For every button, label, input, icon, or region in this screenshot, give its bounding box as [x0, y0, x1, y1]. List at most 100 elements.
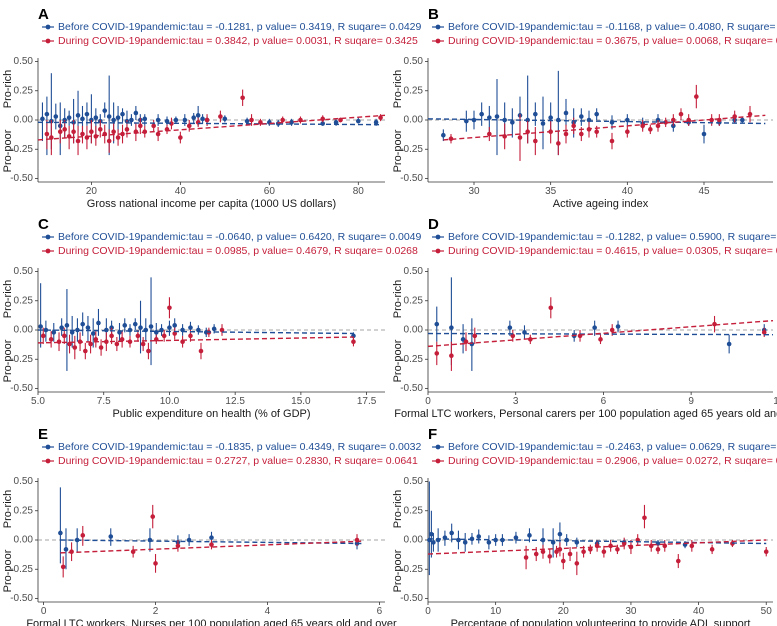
data-point	[671, 117, 676, 123]
data-point	[109, 333, 114, 339]
data-point	[533, 138, 538, 144]
data-point	[540, 121, 546, 126]
y-tick-label: -0.50	[10, 593, 33, 604]
data-point	[709, 547, 715, 552]
data-point	[615, 547, 620, 552]
data-point	[114, 341, 120, 347]
data-point	[378, 115, 383, 120]
trend-line-during	[427, 319, 774, 348]
data-point	[726, 341, 732, 347]
y-tick-label: 0.00	[14, 325, 34, 336]
x-tick-label: 40	[693, 606, 705, 617]
legend-entry-during: During COVID-19pandemic:tau = 0.2906, p …	[448, 455, 777, 467]
data-point	[148, 324, 154, 329]
x-tick-label: 30	[625, 606, 637, 617]
data-point	[88, 341, 93, 347]
data-point	[598, 337, 603, 342]
y-tick-label: -0.50	[400, 593, 423, 604]
series-during	[434, 297, 767, 371]
data-point	[43, 327, 49, 333]
data-point	[609, 138, 615, 144]
data-point	[44, 111, 50, 117]
data-point	[441, 132, 446, 138]
data-point	[84, 111, 90, 117]
x-tick-label: 6	[377, 606, 383, 617]
x-tick-label: 60	[264, 186, 276, 197]
x-tick-label: 0	[41, 606, 47, 617]
data-point	[747, 111, 753, 117]
data-point	[66, 115, 72, 120]
data-point	[195, 113, 201, 118]
data-point	[560, 558, 566, 564]
y-label-pro-rich: Pro-rich	[2, 490, 14, 529]
x-tick-label: 7.5	[97, 396, 111, 407]
data-point	[135, 333, 141, 339]
data-point	[761, 330, 767, 335]
data-point	[59, 325, 64, 330]
y-tick-label: 0.25	[404, 85, 424, 96]
data-point	[120, 111, 125, 117]
data-point	[75, 138, 81, 144]
y-label-pro-poor: Pro-poor	[392, 339, 404, 382]
data-point	[138, 123, 143, 129]
data-point	[449, 353, 454, 359]
y-label-pro-rich: Pro-rich	[2, 280, 14, 319]
data-point	[153, 337, 159, 342]
series-before	[38, 277, 356, 371]
x-tick-label: 15.0	[291, 396, 311, 407]
y-tick-label: 0.00	[404, 325, 424, 336]
data-point	[191, 115, 197, 120]
x-tick-label: 0	[425, 396, 431, 407]
x-axis-label: Active ageing index	[553, 198, 649, 210]
legend-swatch-dot	[435, 38, 441, 44]
data-point	[72, 345, 78, 350]
y-label-pro-poor: Pro-poor	[392, 549, 404, 592]
data-point	[280, 117, 285, 123]
data-point	[93, 115, 99, 120]
x-tick-label: 50	[761, 606, 773, 617]
x-tick-label: 30	[468, 186, 480, 197]
legend-entry-before: Before COVID-19pandemic:tau = -0.0640, p…	[58, 231, 422, 243]
data-point	[178, 135, 183, 140]
data-point	[429, 531, 434, 537]
legend-swatch-dot	[45, 24, 51, 30]
data-point	[209, 535, 214, 540]
legend-entry-during: During COVID-19pandemic:tau = 0.3842, p …	[58, 35, 418, 47]
y-label-pro-poor: Pro-poor	[2, 129, 14, 172]
data-point	[57, 129, 63, 134]
legend-entry-before: Before COVID-19pandemic:tau = -0.1281, p…	[58, 21, 422, 33]
data-point	[588, 547, 593, 552]
legend-entry-during: During COVID-19pandemic:tau = 0.0985, p …	[58, 245, 418, 257]
legend-swatch-dot	[435, 458, 441, 464]
data-point	[56, 339, 62, 344]
legend-swatch-dot	[435, 248, 441, 254]
data-point	[222, 116, 228, 122]
series-before	[427, 481, 688, 576]
trend-line-before	[37, 329, 354, 335]
y-tick-label: 0.50	[14, 266, 34, 277]
data-point	[510, 333, 516, 339]
panel-f: F Before COVID-19pandemic:tau = -0.2463, …	[392, 426, 777, 626]
data-point	[373, 120, 379, 125]
y-tick-label: 0.25	[14, 505, 34, 516]
data-point	[642, 515, 647, 521]
legend-entry-during: During COVID-19pandemic:tau = 0.4615, p …	[448, 245, 777, 257]
data-point	[155, 131, 161, 137]
legend-swatch-dot	[45, 38, 51, 44]
x-tick-label: 35	[545, 186, 557, 197]
x-tick-label: 40	[175, 186, 187, 197]
data-point	[167, 325, 172, 330]
data-point	[63, 547, 69, 552]
data-point	[563, 131, 569, 137]
panel-tag: B	[428, 6, 439, 23]
legend-swatch-dot	[45, 234, 51, 240]
y-tick-label: -0.25	[10, 144, 33, 155]
y-tick-label: 0.25	[14, 295, 34, 306]
data-point	[621, 541, 627, 546]
panel-b: B Before COVID-19pandemic:tau = -0.1168, …	[392, 6, 777, 210]
data-point	[138, 325, 143, 330]
x-axis-label: Formal LTC workers, Nurses per 100 popul…	[26, 618, 397, 626]
trend-line-before	[427, 118, 766, 125]
data-point	[132, 321, 138, 327]
data-point	[540, 549, 546, 554]
